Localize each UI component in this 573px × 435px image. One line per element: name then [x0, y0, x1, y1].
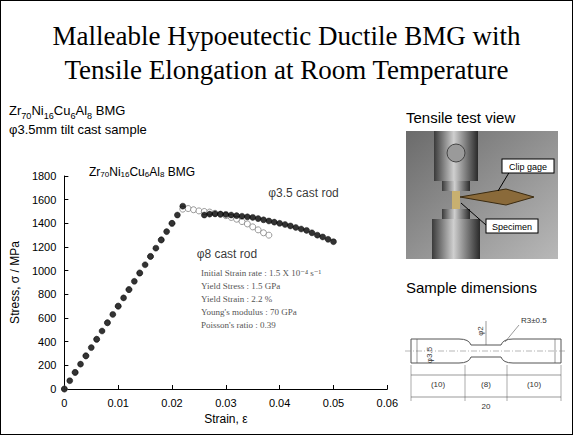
svg-text:1400: 1400: [32, 217, 56, 229]
svg-text:0.03: 0.03: [215, 397, 236, 409]
svg-text:400: 400: [38, 336, 56, 348]
svg-text:8: 8: [159, 169, 165, 179]
svg-text:(8): (8): [481, 380, 491, 389]
html-text:Tensile test view: Tensile test view: [406, 109, 516, 126]
svg-text:800: 800: [38, 288, 56, 300]
html-text:Zr70Ni16Cu6Al8BMG: Zr70Ni16Cu6Al8BMG: [9, 103, 126, 121]
svg-text:Specimen: Specimen: [492, 222, 532, 232]
svg-text:0: 0: [61, 397, 67, 409]
svg-text:BMG: BMG: [164, 165, 195, 179]
svg-text:0.01: 0.01: [107, 397, 128, 409]
html-text:Sample dimensions: Sample dimensions: [406, 279, 537, 296]
svg-text:Zr: Zr: [89, 165, 100, 179]
svg-text:Strain, ε: Strain, ε: [204, 412, 248, 426]
svg-text:200: 200: [38, 359, 56, 371]
svg-text:(10): (10): [431, 380, 446, 389]
svg-text:0.02: 0.02: [161, 397, 182, 409]
svg-text:φ3.5: φ3.5: [425, 346, 434, 363]
svg-text:Yield Strain : 2.2 %: Yield Strain : 2.2 %: [201, 294, 273, 304]
svg-text:Young's modulus : 70 GPa: Young's modulus : 70 GPa: [201, 307, 297, 317]
svg-text:1000: 1000: [32, 265, 56, 277]
html-text:φ3.5mm tilt cast sample: φ3.5mm tilt cast sample: [9, 122, 147, 137]
svg-text:20: 20: [482, 402, 491, 411]
svg-text:70: 70: [100, 169, 110, 179]
svg-text:600: 600: [38, 312, 56, 324]
svg-text:Clip gage: Clip gage: [509, 162, 547, 172]
svg-text:1200: 1200: [32, 241, 56, 253]
svg-text:1800: 1800: [32, 170, 56, 182]
html-text:Malleable Hypoeutectic Ductile: Malleable Hypoeutectic Ductile BMG with: [52, 21, 521, 51]
svg-text:Yield Stress : 1.5 GPa: Yield Stress : 1.5 GPa: [201, 281, 280, 291]
svg-text:Al: Al: [149, 165, 160, 179]
svg-text:R3±0.5: R3±0.5: [521, 316, 547, 325]
svg-text:0.04: 0.04: [269, 397, 290, 409]
svg-text:φ8 cast rod: φ8 cast rod: [197, 247, 257, 261]
svg-text:φ3.5 cast rod: φ3.5 cast rod: [268, 186, 338, 200]
svg-text:Ni: Ni: [109, 165, 120, 179]
svg-text:1600: 1600: [32, 194, 56, 206]
svg-text:0.06: 0.06: [377, 397, 398, 409]
svg-text:Cu: Cu: [129, 165, 144, 179]
svg-text:(10): (10): [527, 380, 542, 389]
svg-text:Initial Strain rate : 1.5 X 10: Initial Strain rate : 1.5 X 10⁻⁴ s⁻¹: [201, 268, 322, 278]
svg-text:6: 6: [144, 169, 150, 179]
svg-text:0.05: 0.05: [323, 397, 344, 409]
svg-text:Poisson's ratio : 0.39: Poisson's ratio : 0.39: [201, 320, 276, 330]
svg-text:φ2: φ2: [476, 326, 485, 336]
svg-text:0: 0: [50, 383, 56, 395]
svg-text:16: 16: [120, 169, 130, 179]
svg-text:Stress, σ / MPa: Stress, σ / MPa: [8, 241, 22, 324]
html-text:Tensile Elongation at Room Tem: Tensile Elongation at Room Temperature: [64, 55, 509, 85]
